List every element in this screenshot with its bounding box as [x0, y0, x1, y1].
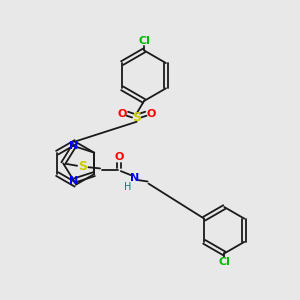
Text: N: N [69, 141, 79, 151]
Text: Cl: Cl [138, 36, 150, 46]
Text: O: O [114, 152, 123, 162]
Text: N: N [130, 173, 139, 183]
Text: S: S [78, 160, 87, 173]
Text: N: N [69, 176, 79, 186]
Text: O: O [117, 109, 127, 119]
Text: H: H [124, 182, 131, 192]
Text: Cl: Cl [218, 257, 230, 267]
Text: S: S [132, 111, 141, 124]
Text: O: O [147, 109, 156, 119]
